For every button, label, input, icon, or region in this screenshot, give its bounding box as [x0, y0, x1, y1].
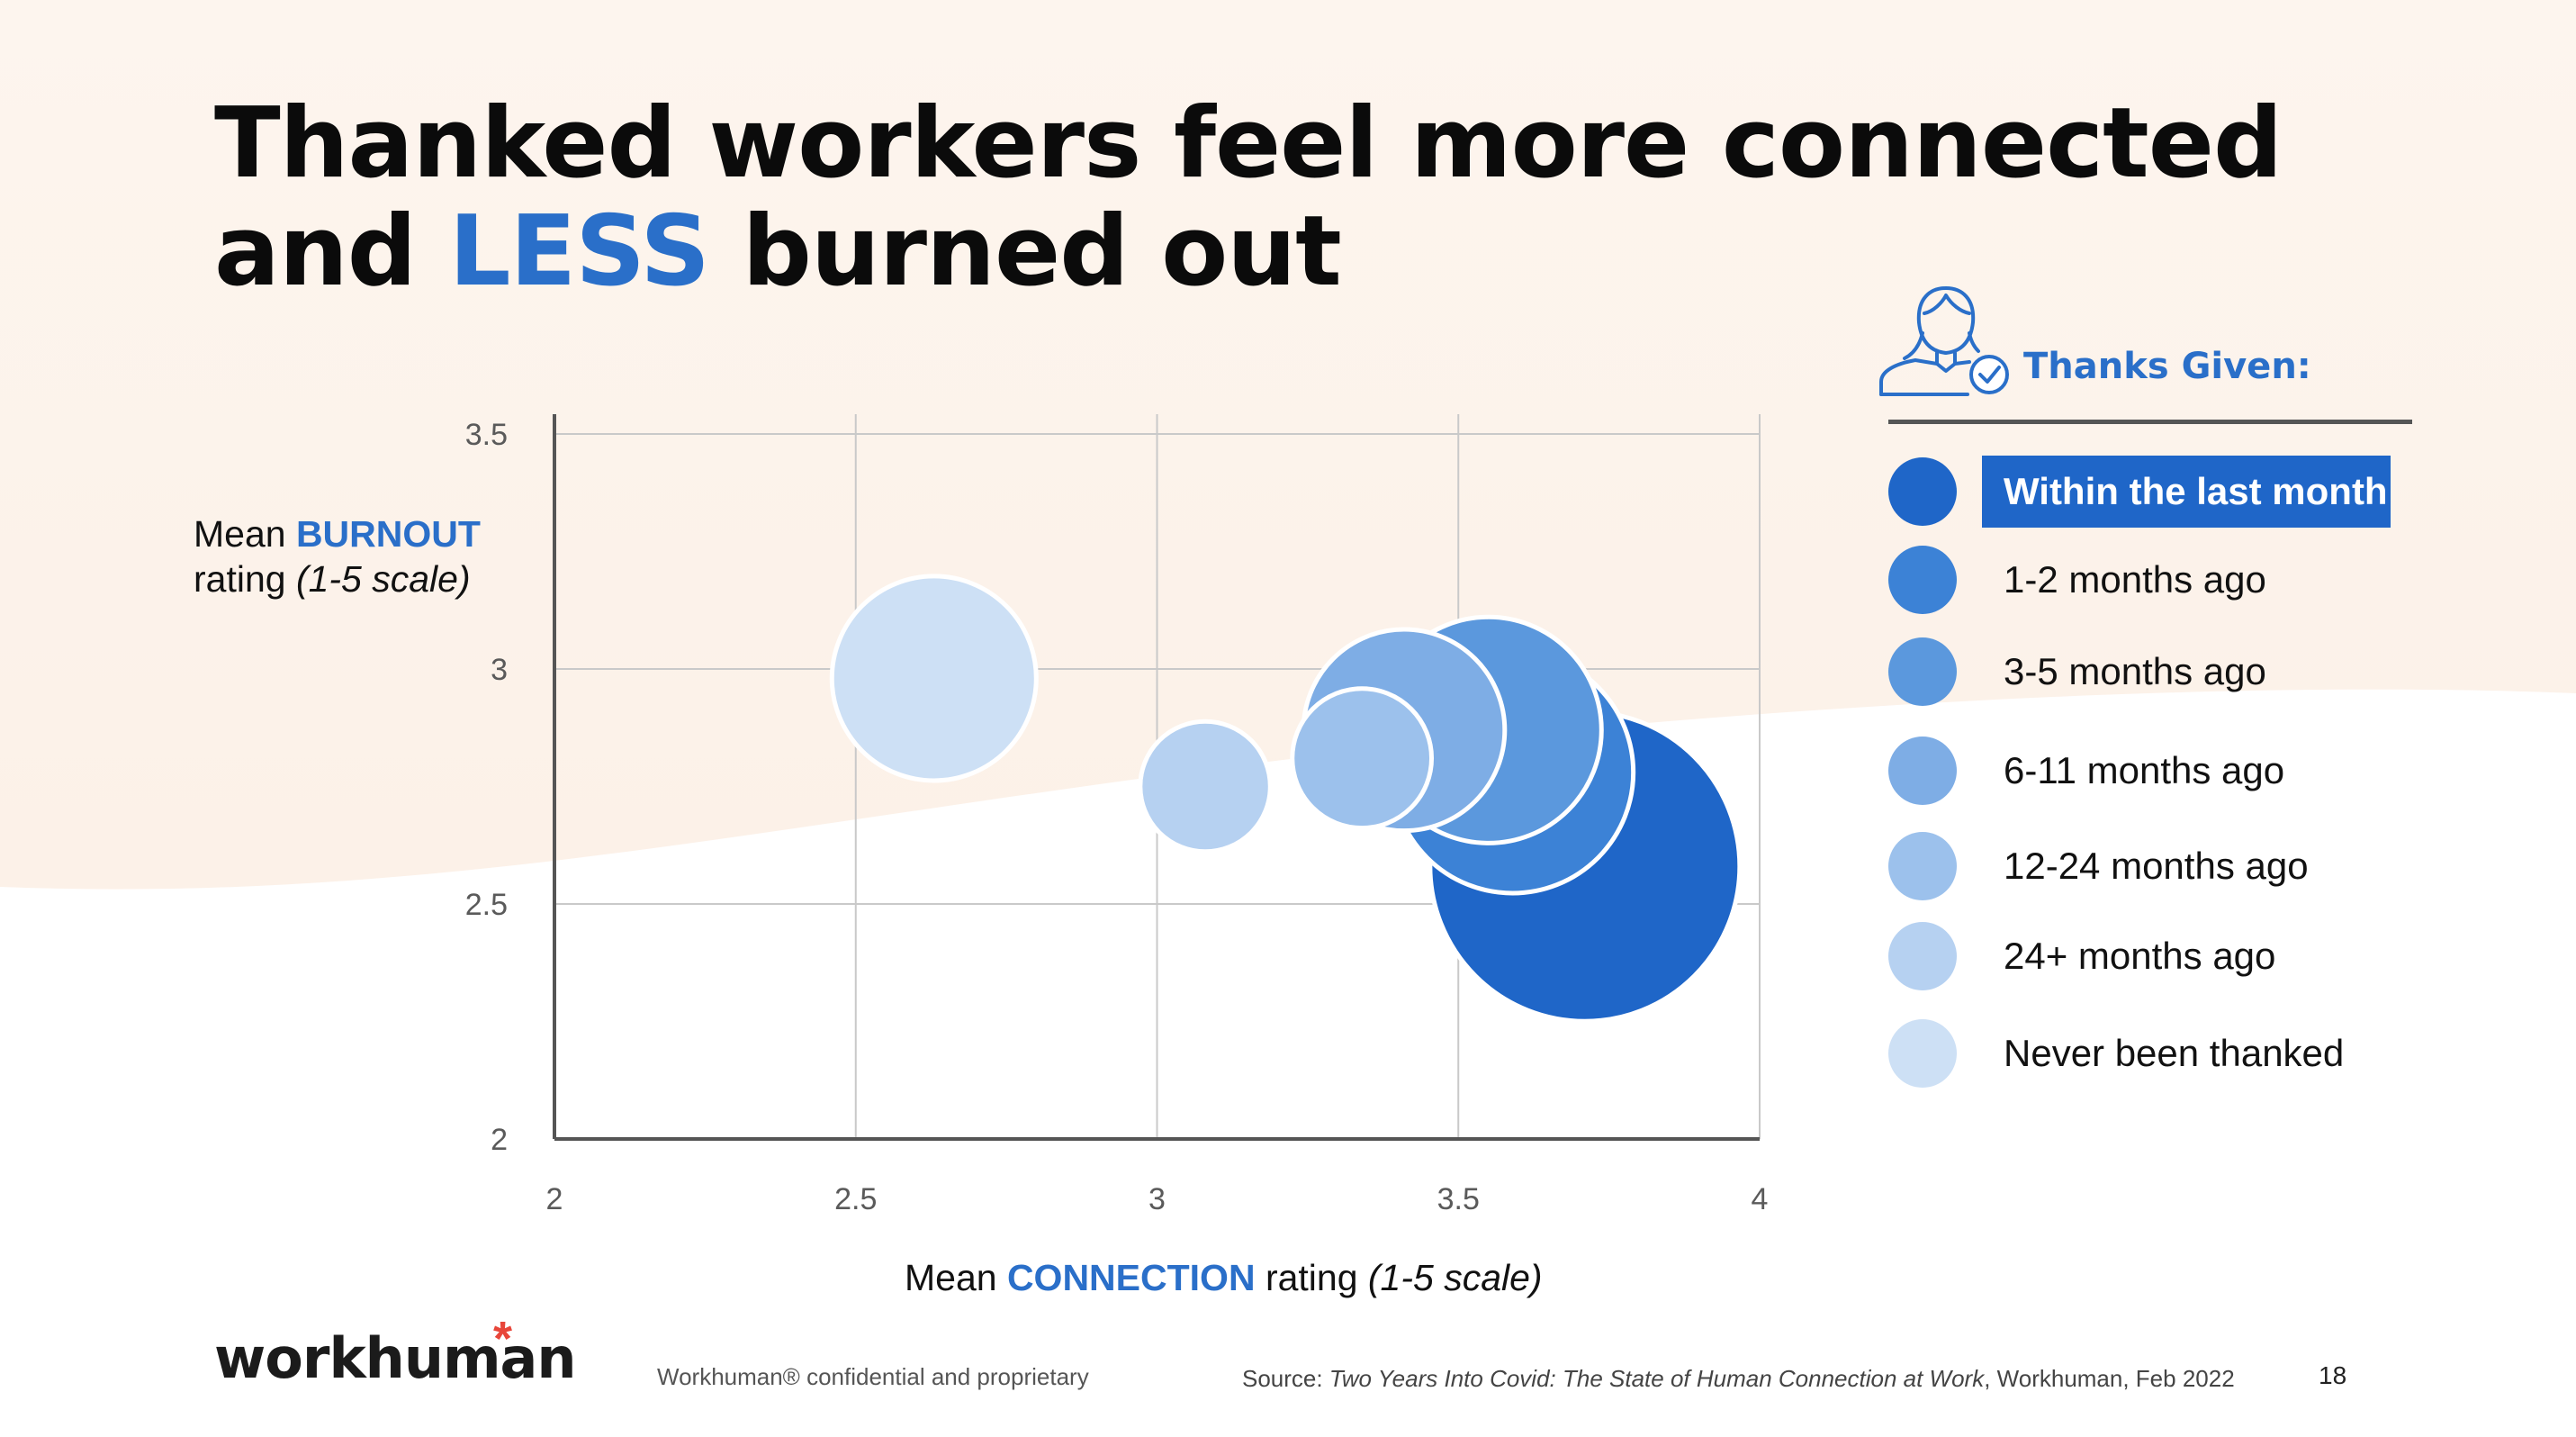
legend-item-24-plus-months: 24+ months ago	[1888, 920, 2464, 992]
legend-swatch	[1888, 832, 1957, 900]
slide-title: Thanked workers feel more connected and …	[214, 87, 2283, 308]
person-check-icon	[1879, 286, 2009, 396]
legend-item-3-5-months: 3-5 months ago	[1888, 636, 2464, 708]
legend-item-never-thanked: Never been thanked	[1888, 1017, 2464, 1089]
legend-swatch	[1888, 637, 1957, 706]
confidential-notice: Workhuman® confidential and proprietary	[657, 1363, 1089, 1390]
legend-label: 12-24 months ago	[2004, 845, 2309, 887]
legend-title: Thanks Given:	[2023, 346, 2311, 387]
legend-label: 24+ months ago	[2004, 935, 2276, 977]
x-tick-label: 3.5	[1437, 1182, 1480, 1216]
bubble-24-months-ago	[1138, 718, 1273, 854]
y-tick-label: 2	[491, 1123, 508, 1157]
legend-swatch	[1888, 546, 1957, 614]
legend-swatch	[1888, 1019, 1957, 1088]
title-line-1: Thanked workers feel more connected	[214, 87, 2283, 200]
legend-label: 1-2 months ago	[2004, 558, 2266, 601]
legend-swatch	[1888, 922, 1957, 990]
legend-divider	[1888, 420, 2412, 424]
legend-label: 3-5 months ago	[2004, 650, 2266, 692]
legend-label: Within the last month	[1982, 456, 2391, 528]
x-axis-label: Mean CONNECTION rating (1-5 scale)	[905, 1257, 1543, 1298]
legend-item-within-last-month: Within the last month	[1888, 456, 2464, 528]
x-tick-label: 3	[1148, 1182, 1166, 1216]
legend-label: Never been thanked	[2004, 1032, 2345, 1074]
bubble-12-24-months-ago	[1290, 686, 1435, 831]
bubbles	[829, 574, 1743, 1024]
legend-swatch	[1888, 457, 1957, 526]
chart-axes	[553, 414, 1760, 1141]
bubble-never-been-thanked	[829, 574, 1039, 783]
y-tick-label: 2.5	[465, 888, 508, 922]
source-citation: Source: Two Years Into Covid: The State …	[1242, 1365, 2235, 1392]
title-accent: LESS	[448, 195, 710, 308]
title-line-2-start: and	[214, 195, 449, 308]
x-tick-label: 2	[546, 1182, 563, 1216]
workhuman-logo: workhuman	[214, 1325, 577, 1391]
legend-item-1-2-months: 1-2 months ago	[1888, 544, 2464, 616]
title-line-2-end: burned out	[709, 195, 1342, 308]
page-number: 18	[2319, 1361, 2347, 1389]
x-tick-label: 4	[1752, 1182, 1769, 1216]
y-axis-label: Mean BURNOUT rating (1-5 scale)	[194, 513, 481, 600]
legend-label: 6-11 months ago	[2004, 749, 2285, 791]
logo-star-icon: *	[493, 1312, 513, 1366]
x-tick-label: 2.5	[834, 1182, 877, 1216]
legend-item-12-24-months: 12-24 months ago	[1888, 830, 2464, 902]
y-axis-label-highlight: BURNOUT	[295, 513, 481, 555]
y-tick-label: 3	[491, 653, 508, 687]
legend-swatch	[1888, 737, 1957, 805]
tick-labels: 2 2.5 3 3.5 2 2.5 3 3.5 4	[465, 418, 1769, 1216]
legend-item-6-11-months: 6-11 months ago	[1888, 735, 2464, 807]
x-axis-label-highlight: CONNECTION	[1006, 1257, 1256, 1298]
y-tick-label: 3.5	[465, 418, 508, 452]
